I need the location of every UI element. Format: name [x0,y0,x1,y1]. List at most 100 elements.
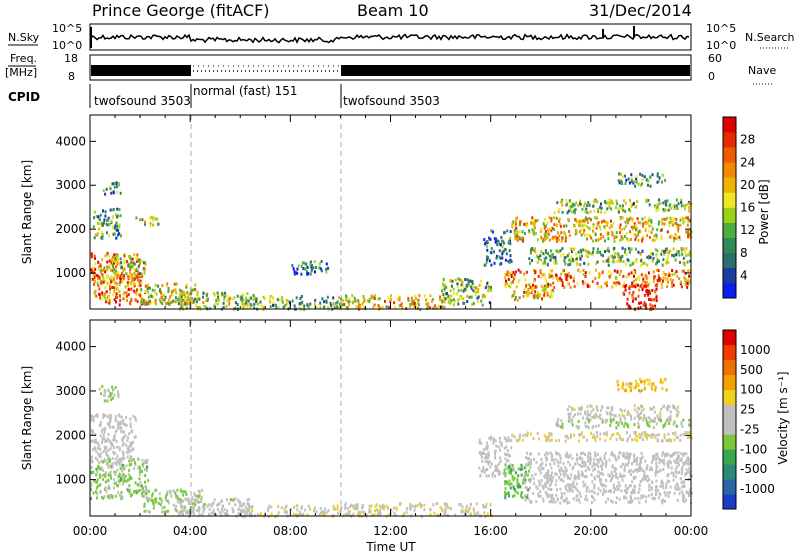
data-cell [526,451,529,455]
data-cell [648,224,651,228]
data-cell [113,477,116,481]
data-cell [511,463,514,467]
data-cell [628,286,631,290]
data-cell [627,272,630,276]
data-cell [624,456,627,460]
data-cell [636,410,639,414]
data-cell [394,305,397,309]
data-cell [319,306,322,310]
data-cell [197,489,200,493]
data-cell [293,272,296,276]
data-cell [194,283,197,287]
data-cell [499,262,502,266]
data-cell [594,467,596,471]
data-cell [574,229,577,232]
data-cell [498,249,501,253]
data-cell [564,232,567,236]
data-cell [102,433,105,436]
data-cell [132,261,135,265]
data-cell [429,306,431,310]
data-cell [181,292,184,296]
data-cell [104,414,107,418]
data-cell [498,462,501,466]
data-cell [523,222,526,226]
data-cell [618,204,621,208]
data-cell [648,229,651,233]
data-cell [144,222,146,226]
data-cell [603,457,606,461]
data-cell [117,413,120,417]
data-cell [93,291,96,295]
data-cell [685,280,688,284]
data-cell [145,509,148,513]
data-cell [631,480,634,484]
data-cell [584,421,587,425]
data-cell [627,456,630,460]
data-cell [126,298,129,302]
data-cell [645,418,648,422]
data-cell [198,297,201,301]
data-cell [228,296,231,300]
data-cell [504,482,507,486]
data-cell [550,488,553,491]
data-cell [584,425,587,428]
data-cell [124,423,126,426]
data-cell [166,490,169,494]
data-cell [210,511,213,515]
data-cell [249,505,252,509]
data-cell [129,271,131,275]
data-cell [486,447,489,450]
data-cell [359,305,362,309]
data-cell [115,300,117,304]
data-cell [128,432,131,436]
data-cell [528,469,531,473]
data-cell [645,289,648,292]
data-cell [584,483,587,487]
data-cell [645,274,648,278]
data-cell [549,295,552,299]
data-cell [617,179,620,183]
data-cell [450,294,453,298]
data-cell [552,274,555,278]
data-cell [548,227,550,231]
data-cell [672,204,675,208]
data-cell [545,485,548,489]
data-cell [660,481,663,485]
data-cell [268,504,271,508]
data-cell [321,297,324,301]
data-cell [214,301,217,305]
data-cell [575,220,578,224]
data-cell [198,513,201,517]
data-cell [387,305,390,309]
velocity-y-tick-label: 3000 [55,384,86,398]
data-cell [500,441,503,445]
data-cell [145,497,148,501]
data-cell [663,452,666,456]
data-cell [103,399,106,403]
data-cell [448,297,451,301]
data-cell [538,483,541,487]
data-cell [515,222,517,226]
data-cell [134,461,137,465]
data-cell [622,260,625,263]
data-cell [203,304,206,308]
data-cell [140,297,143,301]
data-cell [578,255,581,259]
data-cell [674,475,677,479]
data-cell [92,225,95,229]
data-cell [688,250,691,254]
data-cell [99,447,102,451]
data-cell [627,500,630,504]
data-cell [639,480,642,484]
data-cell [151,492,154,496]
data-cell [110,191,113,195]
data-cell [554,472,556,476]
data-cell [130,260,133,264]
data-cell [621,207,624,211]
data-cell [124,474,127,478]
data-cell [202,301,205,304]
data-cell [545,288,548,292]
data-cell [102,280,105,284]
data-cell [613,466,616,470]
